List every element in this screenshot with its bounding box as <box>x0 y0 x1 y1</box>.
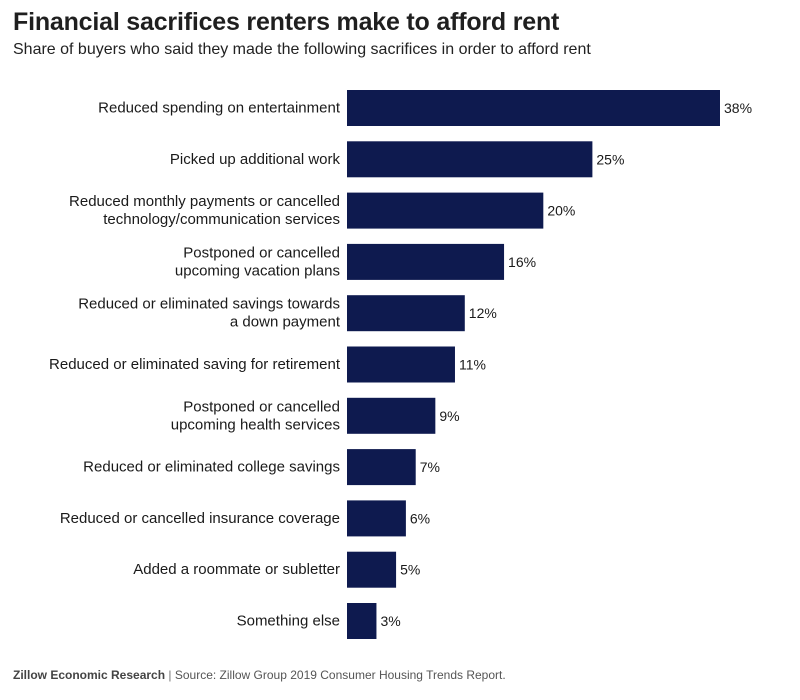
bar <box>347 397 436 434</box>
category-label: Postponed or cancelled upcoming health se… <box>171 398 340 433</box>
bar <box>347 500 406 537</box>
bar-chart: 38% Reduced spending on entertainment 25% P… <box>49 90 752 639</box>
bar-value-label: 3% <box>380 613 400 629</box>
chart-title: Financial sacrifices renters make to aff… <box>13 8 560 36</box>
category-label: Reduced or cancelled insurance coverage <box>60 510 340 527</box>
footer-separator: | <box>168 668 172 682</box>
bar-value-label: 38% <box>724 100 752 116</box>
category-label: Reduced spending on entertainment <box>98 100 341 117</box>
category-label: Reduced or eliminated college savings <box>83 459 340 476</box>
bar-value-label: 11% <box>459 357 486 373</box>
category-label: Picked up additional work <box>170 151 341 168</box>
bar <box>347 243 505 280</box>
category-label: Something else <box>237 613 340 630</box>
bar-value-label: 20% <box>547 203 575 219</box>
bar <box>347 603 377 639</box>
bar <box>347 551 397 588</box>
bar-value-label: 16% <box>508 254 536 270</box>
footer-org: Zillow Economic Research <box>13 668 166 682</box>
bar <box>347 90 720 126</box>
category-label: Reduced or eliminated savings towards a d… <box>78 296 341 331</box>
bar-value-label: 7% <box>420 459 440 475</box>
chart-subtitle: Share of buyers who said they made the f… <box>13 41 591 58</box>
bar-value-label: 6% <box>410 510 430 526</box>
category-label: Reduced monthly payments or cancelled tec… <box>69 193 340 228</box>
bar-value-label: 9% <box>439 408 459 424</box>
bar-value-label: 12% <box>469 305 497 321</box>
bar <box>347 141 593 178</box>
category-label: Postponed or cancelled upcoming vacation … <box>175 244 340 279</box>
category-label: Reduced or eliminated saving for retirem… <box>49 356 341 373</box>
bar <box>347 295 465 332</box>
bar <box>347 449 416 486</box>
bar <box>347 346 455 383</box>
footer-source: Source: Zillow Group 2019 Consumer Housi… <box>174 668 506 682</box>
bar-value-label: 25% <box>596 151 624 167</box>
bar <box>347 192 544 229</box>
footer: Zillow Economic Research | Source: Zillo… <box>13 668 506 682</box>
category-label: Added a roommate or subletter <box>133 561 340 578</box>
bar-value-label: 5% <box>400 562 420 578</box>
